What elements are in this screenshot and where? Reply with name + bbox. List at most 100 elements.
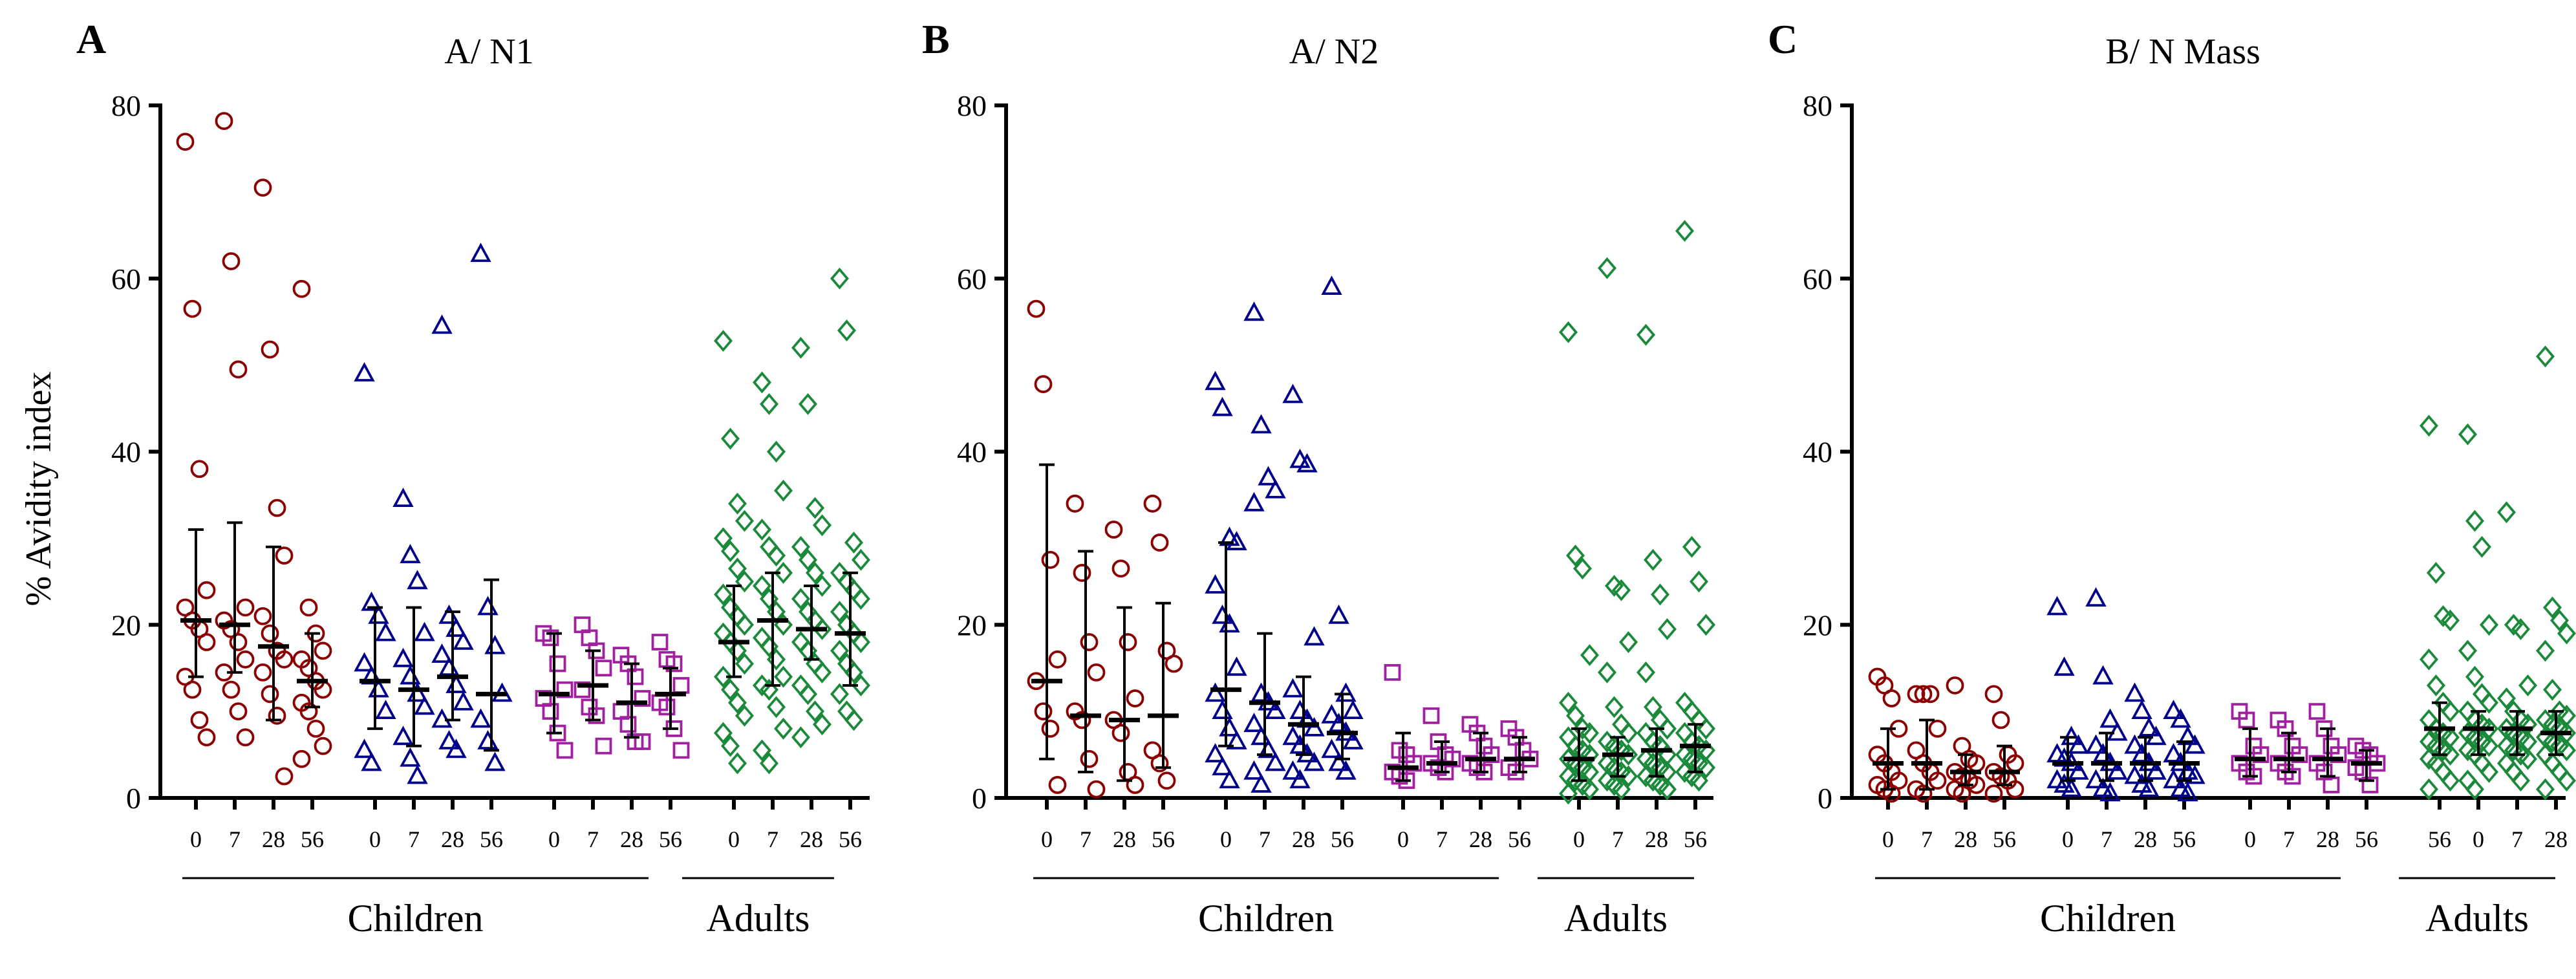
data-point-triangle [1243, 301, 1265, 321]
y-tick-label: 80 [1803, 89, 1832, 122]
y-tick-label: 20 [1803, 608, 1832, 641]
data-point-triangle [1226, 656, 1247, 676]
series-triangle [354, 242, 513, 784]
data-point-triangle [1321, 704, 1342, 724]
data-point-triangle [1282, 760, 1304, 780]
series-circle [1868, 667, 2024, 803]
x-tick-label: 0 [548, 826, 560, 852]
data-point-circle [1087, 780, 1106, 799]
data-point-diamond [1696, 717, 1716, 740]
y-tick-label: 60 [1803, 263, 1832, 296]
data-point-diamond [727, 492, 747, 515]
data-point-diamond [798, 548, 818, 571]
data-point-triangle [1342, 729, 1364, 749]
data-point-diamond [844, 532, 864, 554]
data-point-diamond [830, 640, 850, 662]
x-tick-label: 7 [587, 826, 599, 852]
x-tick-label: 7 [1080, 826, 1091, 852]
data-point-triangle [2184, 764, 2206, 784]
x-tick-label: 28 [2316, 826, 2339, 852]
data-point-square [2323, 777, 2340, 793]
data-point-triangle [361, 751, 382, 771]
data-point-triangle [1212, 756, 1233, 776]
data-point-triangle [2177, 782, 2198, 802]
data-point-circle [1087, 663, 1106, 682]
data-point-diamond [766, 440, 786, 463]
data-point-diamond [2426, 562, 2446, 584]
data-point-diamond [1657, 717, 1677, 740]
data-point-circle [229, 702, 248, 721]
data-point-diamond [1636, 323, 1656, 346]
x-tick-label: 7 [2511, 826, 2523, 852]
data-point-square [549, 655, 566, 672]
data-point-circle [261, 624, 279, 643]
children-label: Children [348, 897, 484, 940]
data-point-triangle [1250, 773, 1272, 793]
data-point-diamond [2440, 744, 2460, 766]
x-tick-label: 0 [2473, 826, 2484, 852]
panel-b: B A/ N2 0 20 40 60 80 0 7 28 56 0 7 28 56 0 7 28 56 0 7 28 56 C… [922, 16, 1716, 940]
data-point-circle [236, 728, 255, 747]
data-point-triangle [1243, 760, 1265, 780]
x-tick-label: 28 [262, 826, 285, 852]
data-point-triangle [375, 700, 396, 720]
series-square [535, 616, 690, 759]
data-point-diamond [759, 588, 779, 610]
data-point-diamond [1604, 696, 1624, 718]
data-point-diamond [752, 575, 772, 597]
data-point-triangle [438, 729, 460, 749]
data-point-circle [1165, 654, 1183, 673]
data-point-circle [236, 650, 255, 669]
x-tick-label: 56 [839, 826, 862, 852]
data-point-square [595, 737, 612, 755]
data-point-circle [1150, 754, 1169, 773]
data-point-diamond [735, 652, 755, 675]
data-point-circle [1991, 711, 2010, 729]
data-point-circle [314, 641, 332, 660]
y-tick-label: 40 [957, 436, 987, 469]
panel-title: A/ N2 [1289, 32, 1379, 72]
data-point-diamond [713, 583, 733, 606]
x-tick-label: 0 [1573, 826, 1585, 852]
data-point-square [627, 668, 644, 685]
data-point-diamond [2511, 769, 2531, 792]
data-point-circle [299, 598, 318, 617]
data-point-diamond [727, 557, 747, 580]
data-point-diamond [2472, 535, 2492, 558]
data-point-triangle [407, 570, 428, 590]
x-tick-label: 28 [1954, 826, 1977, 852]
data-point-triangle [2068, 734, 2089, 754]
x-tick-label: 7 [1436, 826, 1448, 852]
data-point-circle [1034, 702, 1053, 721]
data-point-triangle [470, 708, 491, 728]
data-point-diamond [1597, 257, 1617, 279]
series-diamond [713, 267, 871, 775]
data-point-diamond [1597, 661, 1617, 683]
data-point-triangle [2107, 760, 2128, 780]
data-point-diamond [791, 336, 811, 359]
data-point-diamond [2511, 618, 2531, 640]
data-point-diamond [1643, 548, 1663, 571]
data-point-triangle [431, 643, 453, 663]
data-point-diamond [1611, 579, 1631, 601]
data-point-diamond [2458, 640, 2478, 662]
data-point-circle [1073, 711, 1091, 729]
x-tick-label: 28 [620, 826, 643, 852]
data-point-diamond [766, 696, 786, 718]
data-point-circle [253, 663, 272, 682]
data-point-triangle [1282, 678, 1304, 698]
panel-letter: B [922, 16, 950, 62]
data-point-diamond [735, 614, 755, 636]
data-point-triangle [1265, 751, 1286, 771]
data-point-diamond [805, 700, 825, 723]
y-tick-label: 0 [1818, 782, 1832, 815]
data-point-diamond [837, 319, 857, 341]
panel-a: A A/ N1 0 20 40 60 80 0 7 28 56 0 7 28 56 0 7 28 56 0 7 28 56 C… [76, 16, 871, 940]
data-point-circle [215, 112, 233, 130]
data-point-circle [229, 360, 248, 379]
children-label: Children [1198, 897, 1334, 940]
data-point-circle [190, 460, 209, 479]
y-tick-label: 0 [972, 782, 987, 815]
data-point-diamond [2479, 760, 2499, 783]
x-tick-label: 0 [1220, 826, 1232, 852]
